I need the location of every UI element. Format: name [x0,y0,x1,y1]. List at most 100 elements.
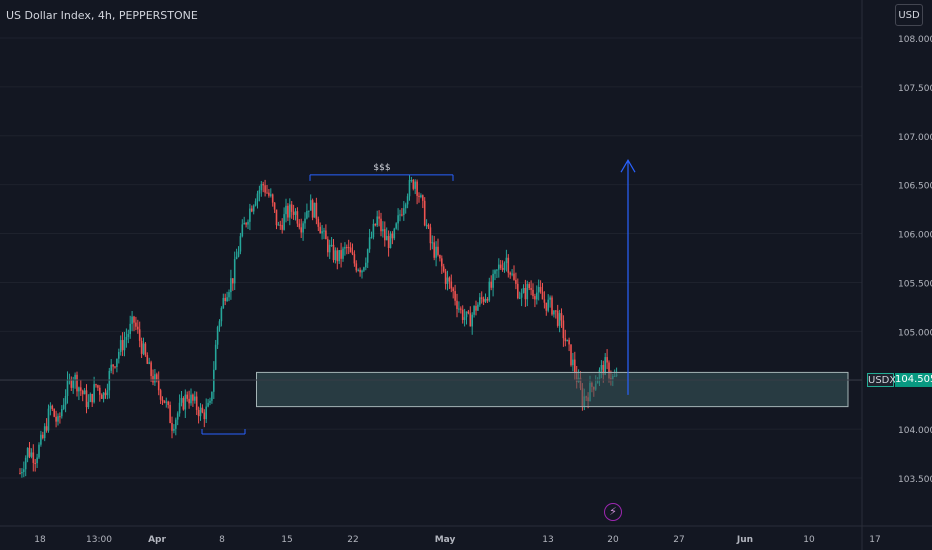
candle-body [249,208,251,222]
candle [99,385,101,402]
candle-body [393,228,396,239]
candle-body [556,310,559,326]
candle-body [192,394,194,401]
candle-body [463,317,466,320]
candle [454,284,456,306]
candle-body [423,200,426,226]
candle [154,368,156,386]
candle [465,311,468,325]
candle-body [252,205,255,212]
candle [403,201,405,221]
candle-body [235,256,238,260]
candle [313,202,316,218]
candle [482,296,485,306]
candle [317,216,320,231]
lightning-icon[interactable]: ⚡ [604,503,622,521]
candle [572,352,574,372]
x-tick-label: 17 [869,535,880,545]
candle [467,309,470,315]
candle-body [342,248,344,259]
candle [190,388,192,406]
candle [216,325,219,349]
candle [165,397,168,408]
y-tick-label: 105.500 [898,279,932,289]
candle-body [363,267,365,271]
candle [499,260,502,270]
candle [461,305,464,324]
candle [374,223,377,227]
candle [456,293,458,318]
candle-body [133,316,135,323]
candle [412,178,415,191]
candle-body [471,314,473,327]
candle-body [270,194,272,196]
candle-body [93,384,95,403]
candle [264,179,266,197]
y-axis[interactable]: 108.000 107.500 107.000 106.500 106.000 105.5… [898,35,932,485]
candle-body [159,390,162,400]
candle-body [230,278,232,293]
candle [163,400,166,404]
candle-body [209,400,211,403]
candle-body [553,310,555,315]
candle [201,404,204,414]
candle [239,232,242,255]
candle-body [313,202,316,218]
candle-body [484,298,487,302]
candle [513,265,515,281]
candle-body [279,224,282,226]
x-tick-label: 8 [219,535,225,545]
candle-body [222,297,225,309]
candle-body [492,273,494,288]
candle [47,404,50,433]
candle-body [370,237,373,239]
candle-body [245,223,247,225]
candle [102,391,105,403]
candle [551,295,553,316]
candle [186,391,188,402]
candle [397,208,399,231]
candle [245,221,247,228]
candle-body [163,400,166,403]
candle [522,284,525,294]
candle [290,201,293,219]
candle [302,221,304,241]
candle [427,223,430,230]
candle-body [161,399,164,401]
candle-body [422,195,424,201]
candle [294,208,297,221]
candle [66,371,69,404]
candle-body [404,204,407,209]
candle [159,388,162,405]
candle-body [328,244,331,253]
candle-body [180,398,183,403]
candle-body [237,251,240,257]
candle [311,198,314,221]
candle-body [169,404,171,423]
candle-body [30,452,33,457]
candle-body [376,216,378,226]
candle [359,267,361,277]
candle [334,247,337,264]
candle-body [336,250,339,262]
candle-body [70,379,73,388]
candle-body [32,452,35,463]
candle-body [518,297,521,299]
drawing-annotations[interactable]: $$$ [0,159,862,435]
candle-body [534,296,536,300]
currency-button[interactable]: USD [895,4,923,26]
y-tick-label: 107.000 [898,133,932,143]
candle [194,391,196,404]
candle-body [524,287,527,300]
candle [43,423,46,442]
x-tick-label: 13:00 [86,535,112,545]
candle-body [353,254,356,264]
candle [106,383,109,400]
candle [365,257,367,271]
candle [78,386,80,401]
candle [431,235,434,250]
x-axis[interactable]: 18 13:00 Apr 8 15 22 May 13 20 27 Jun 10 17 [34,535,880,545]
candle-body [243,223,245,225]
candle [251,205,253,213]
